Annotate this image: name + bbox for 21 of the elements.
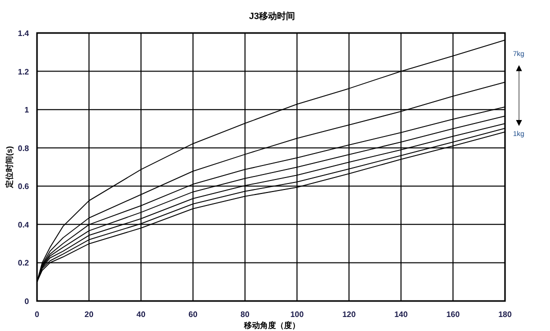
y-tick-label: 1.2	[18, 67, 30, 76]
x-tick-label: 180	[498, 310, 512, 319]
chart-title: J3移动时间	[248, 11, 296, 21]
y-tick-label: 1.4	[18, 29, 30, 38]
y-tick-label: 1	[24, 106, 30, 115]
y-tick-label: 0	[24, 297, 30, 306]
y-tick-label: 0.2	[18, 258, 30, 268]
x-tick-label: 20	[84, 310, 94, 319]
x-tick-label: 0	[34, 310, 40, 319]
x-tick-label: 160	[446, 310, 460, 319]
x-tick-label: 120	[342, 310, 356, 319]
x-tick-label: 140	[394, 310, 408, 319]
y-tick-label: 0.4	[18, 220, 30, 230]
x-tick-label: 80	[240, 310, 250, 319]
x-tick-label: 40	[136, 310, 146, 319]
y-axis-title: 定位时间(s)	[4, 146, 14, 189]
x-tick-label: 100	[290, 310, 304, 319]
x-axis-title: 移动角度（度）	[243, 320, 300, 330]
x-tick-label: 60	[188, 310, 198, 319]
y-tick-label: 0.6	[18, 182, 30, 192]
y-tick-label: 0.8	[18, 144, 30, 153]
